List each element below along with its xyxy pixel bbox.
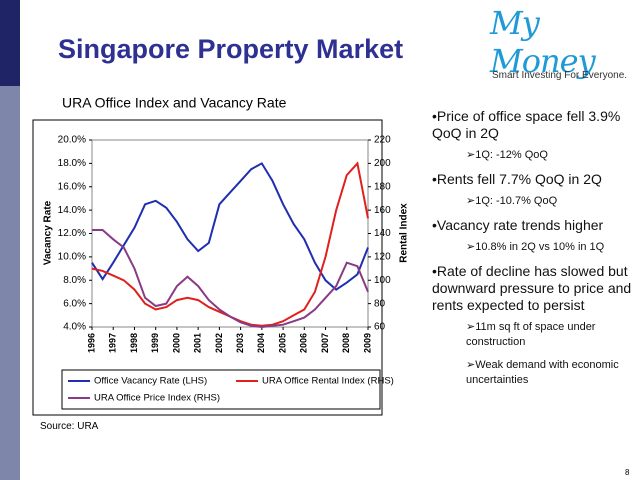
source: Source: URA	[40, 421, 99, 432]
bullet: Price of office space fell 3.9% QoQ in 2…	[432, 108, 638, 142]
side-bar	[0, 0, 20, 86]
sub-bullet: 1Q: -12% QoQ	[466, 148, 638, 163]
sub-bullet: 1Q: -10.7% QoQ	[466, 194, 638, 209]
y2-tick-label: 60	[374, 322, 386, 333]
slide-title: Singapore Property Market	[58, 34, 404, 64]
series-line	[91, 162, 369, 291]
y2-axis-label: Rental Index	[399, 203, 410, 263]
x-tick-label: 1997	[108, 333, 118, 353]
y-tick-label: 14.0%	[58, 205, 86, 216]
sub-bullet: 10.8% in 2Q vs 10% in 1Q	[466, 240, 638, 255]
series-line	[92, 229, 369, 329]
plot-area	[91, 139, 369, 328]
y2-tick-label: 220	[374, 135, 391, 146]
x-tick-label: 2008	[341, 333, 351, 353]
legend-label: URA Office Price Index (RHS)	[94, 393, 220, 404]
x-tick-label: 2005	[277, 333, 287, 353]
bullet: Rate of decline has slowed but downward …	[432, 263, 638, 314]
x-tick-label: 1998	[129, 333, 139, 353]
bullet-list: Price of office space fell 3.9% QoQ in 2…	[432, 108, 638, 396]
chart-frame	[32, 119, 383, 416]
sub-bullet: Weak demand with economic uncertainties	[466, 358, 638, 388]
y-tick-label: 10.0%	[58, 252, 86, 263]
y2-tick-label: 120	[374, 252, 391, 263]
page-number: 8	[625, 468, 630, 477]
x-tick-label: 2004	[256, 333, 266, 353]
series-line	[91, 161, 369, 327]
side-bar	[0, 86, 20, 480]
legend-label: Office Vacancy Rate (LHS)	[94, 376, 207, 387]
y2-tick-label: 100	[374, 275, 391, 286]
y-axis-label: Vacancy Rate	[43, 200, 54, 265]
x-tick-label: 2002	[214, 333, 224, 353]
y-tick-label: 6.0%	[63, 298, 86, 309]
x-tick-label: 1999	[150, 333, 160, 353]
y2-tick-label: 180	[374, 181, 391, 192]
chart-title: URA Office Index and Vacancy Rate	[62, 95, 287, 111]
x-tick-label: 2003	[235, 333, 245, 353]
y-tick-label: 16.0%	[58, 181, 86, 192]
y2-tick-label: 80	[374, 298, 386, 309]
bullet: Vacancy rate trends higher	[432, 217, 638, 234]
y-tick-label: 8.0%	[63, 275, 86, 286]
y2-tick-label: 200	[374, 158, 391, 169]
x-tick-label: 2009	[362, 333, 372, 353]
tagline: Smart Investing For Everyone.	[492, 70, 628, 81]
y-tick-label: 20.0%	[58, 135, 86, 146]
chart: URA Office Index and Vacancy Rate Vacanc…	[32, 95, 410, 416]
legend-label: URA Office Rental Index (RHS)	[262, 376, 394, 387]
logo: My Money	[490, 4, 596, 80]
x-tick-label: 1996	[86, 333, 96, 353]
x-tick-label: 2006	[299, 333, 309, 353]
y-tick-label: 12.0%	[58, 228, 86, 239]
sub-bullet: 11m sq ft of space under construction	[466, 320, 638, 350]
x-tick-label: 2000	[171, 333, 181, 353]
y-tick-label: 18.0%	[58, 158, 86, 169]
y2-tick-label: 160	[374, 205, 391, 216]
y2-tick-label: 140	[374, 228, 391, 239]
y-tick-label: 4.0%	[63, 322, 86, 333]
x-tick-label: 2007	[320, 333, 330, 353]
legend-box	[61, 369, 381, 410]
x-tick-label: 2001	[193, 333, 203, 353]
bullet: Rents fell 7.7% QoQ in 2Q	[432, 171, 638, 188]
